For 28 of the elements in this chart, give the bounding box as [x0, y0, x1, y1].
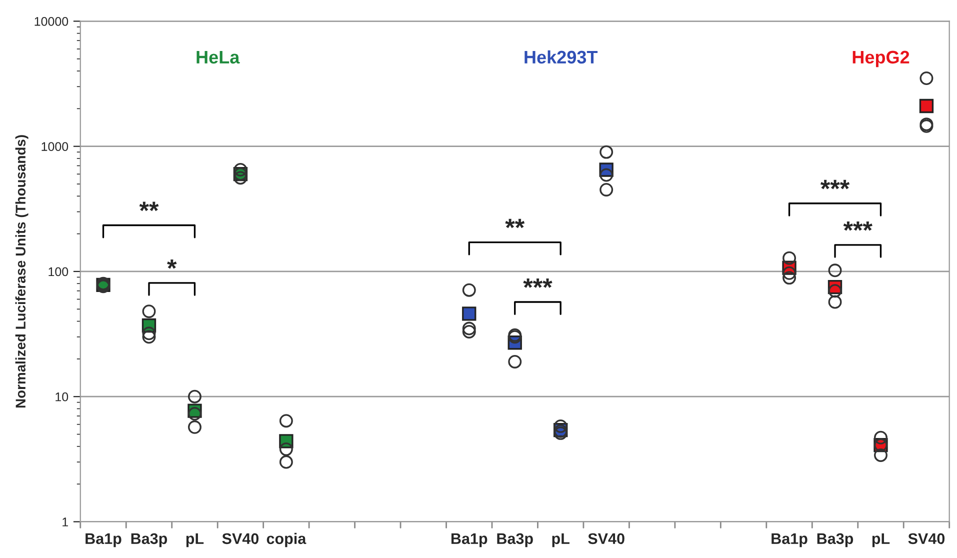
- annotation: Hek293T: [524, 50, 598, 64]
- x-tick-label: Ba3p: [131, 533, 168, 548]
- x-tick-label: Ba1p: [451, 533, 488, 548]
- x-tick-label: Ba3p: [497, 533, 533, 548]
- y-tick-label: 100: [48, 267, 68, 276]
- y-tick-label: 1000: [42, 142, 68, 151]
- y-tick-label: 10: [56, 392, 68, 402]
- x-tick-label: copia: [266, 532, 306, 548]
- annotation: ***: [843, 221, 872, 231]
- x-tick-label: SV40: [908, 533, 945, 544]
- annotation: ***: [523, 278, 552, 288]
- x-tick-label: Ba1p: [86, 533, 122, 548]
- annotation: ***: [820, 180, 850, 190]
- annotation: *: [167, 259, 177, 269]
- x-tick-label: pL: [872, 533, 890, 548]
- y-axis-title: Normalized Luciferase Units (Thousands): [15, 135, 28, 408]
- annotation: HepG2: [852, 50, 910, 68]
- x-tick-label: pL: [552, 533, 570, 548]
- x-tick-label: SV40: [222, 533, 259, 544]
- annotation: **: [505, 218, 525, 228]
- x-tick-label: Ba1p: [772, 533, 808, 548]
- x-tick-label: SV40: [588, 533, 624, 544]
- x-tick-label: Ba3p: [817, 533, 854, 548]
- y-tick-label: 1: [62, 518, 68, 526]
- x-tick-label: pL: [186, 533, 204, 548]
- annotation: **: [139, 202, 159, 212]
- y-tick-label: 10000: [34, 17, 68, 26]
- annotation: HeLa: [196, 50, 240, 64]
